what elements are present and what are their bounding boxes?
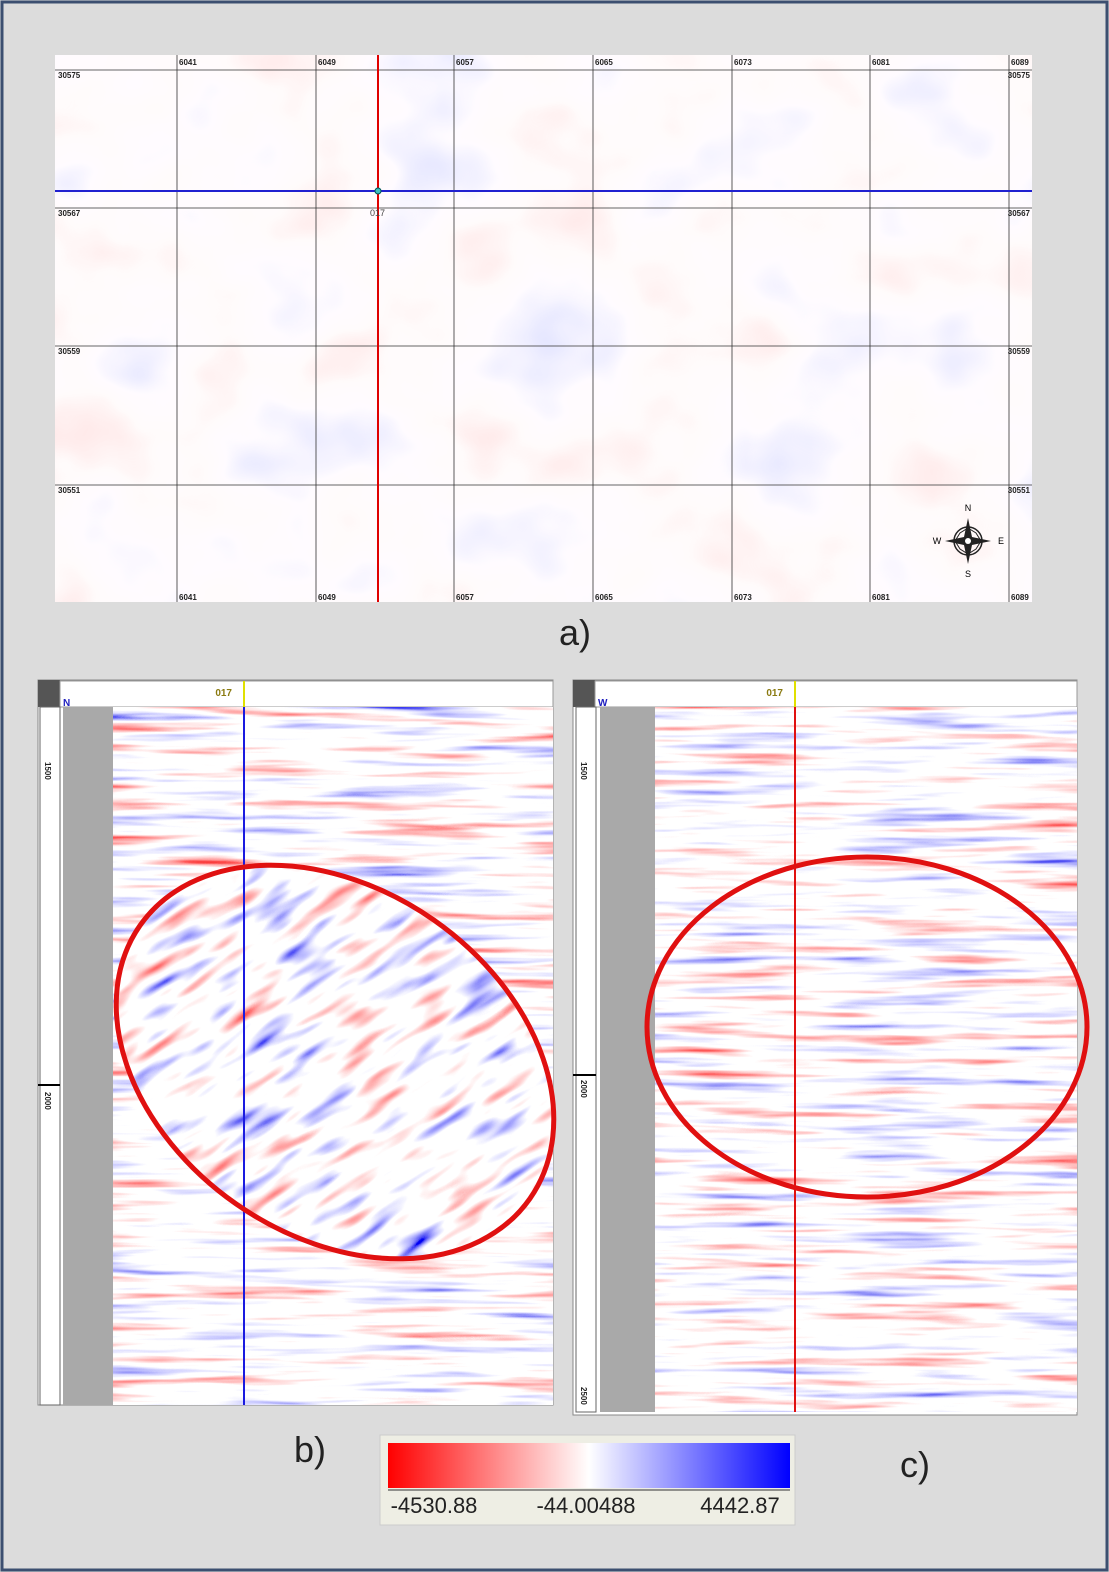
colorbar-label: -4530.88 xyxy=(391,1493,478,1518)
y-tick-label: 30551 xyxy=(1008,486,1031,495)
panel-label: c) xyxy=(900,1444,930,1485)
y-tick-label: 30559 xyxy=(58,347,81,356)
x-tick-label: 6073 xyxy=(734,58,752,67)
x-tick-label: 6049 xyxy=(318,58,336,67)
x-tick-label: 6041 xyxy=(179,593,197,602)
compass-e: E xyxy=(998,536,1004,546)
map-view: 017 N S W E xyxy=(55,55,1032,602)
y-tick-label: 30575 xyxy=(1008,71,1031,80)
y-tick-label: 30567 xyxy=(1008,209,1031,218)
x-tick-label: 6065 xyxy=(595,58,613,67)
section-b: 017 N xyxy=(37,679,630,1406)
panel-label: b) xyxy=(294,1429,326,1470)
highlight-ellipse xyxy=(644,854,1090,1200)
panel-label: a) xyxy=(559,612,591,653)
x-tick-label: 6057 xyxy=(456,58,474,67)
cursor-label: 017 xyxy=(370,208,385,218)
y-tick-label: 30551 xyxy=(58,486,81,495)
colorbar-label: 4442.87 xyxy=(700,1493,780,1518)
section-c: 017 W xyxy=(572,679,1090,1416)
depth-label: 1500 xyxy=(579,762,588,780)
x-tick-label: 6073 xyxy=(734,593,752,602)
depth-label: 2000 xyxy=(579,1080,588,1098)
y-tick-label: 30567 xyxy=(58,209,81,218)
y-tick-label: 30575 xyxy=(58,71,81,80)
compass-w: W xyxy=(933,536,942,546)
y-tick-label: 30559 xyxy=(1008,347,1031,356)
colorbar xyxy=(379,1434,796,1526)
x-tick-label: 6041 xyxy=(179,58,197,67)
compass: N S W E xyxy=(933,503,1004,579)
x-tick-label: 6049 xyxy=(318,593,336,602)
x-tick-label: 6057 xyxy=(456,593,474,602)
trace-label: 017 xyxy=(215,688,232,699)
x-tick-label: 6081 xyxy=(872,593,890,602)
compass-s: S xyxy=(965,569,971,579)
cursor-point xyxy=(374,187,382,195)
highlight-ellipse xyxy=(113,862,557,1262)
colorbar-gradient xyxy=(388,1443,790,1488)
colorbar-label: -44.00488 xyxy=(536,1493,635,1518)
direction-label: N xyxy=(63,698,70,709)
x-tick-label: 6089 xyxy=(1011,58,1029,67)
compass-n: N xyxy=(965,503,972,513)
depth-label: 2000 xyxy=(43,1092,52,1110)
direction-label: W xyxy=(598,698,608,709)
x-tick-label: 6081 xyxy=(872,58,890,67)
seismic-section xyxy=(655,707,1077,1412)
x-tick-label: 6089 xyxy=(1011,593,1029,602)
trace-label: 017 xyxy=(766,688,783,699)
depth-label: 1500 xyxy=(43,762,52,780)
x-tick-label: 6065 xyxy=(595,593,613,602)
depth-label: 2500 xyxy=(579,1387,588,1405)
amplitude-map xyxy=(55,55,1032,602)
